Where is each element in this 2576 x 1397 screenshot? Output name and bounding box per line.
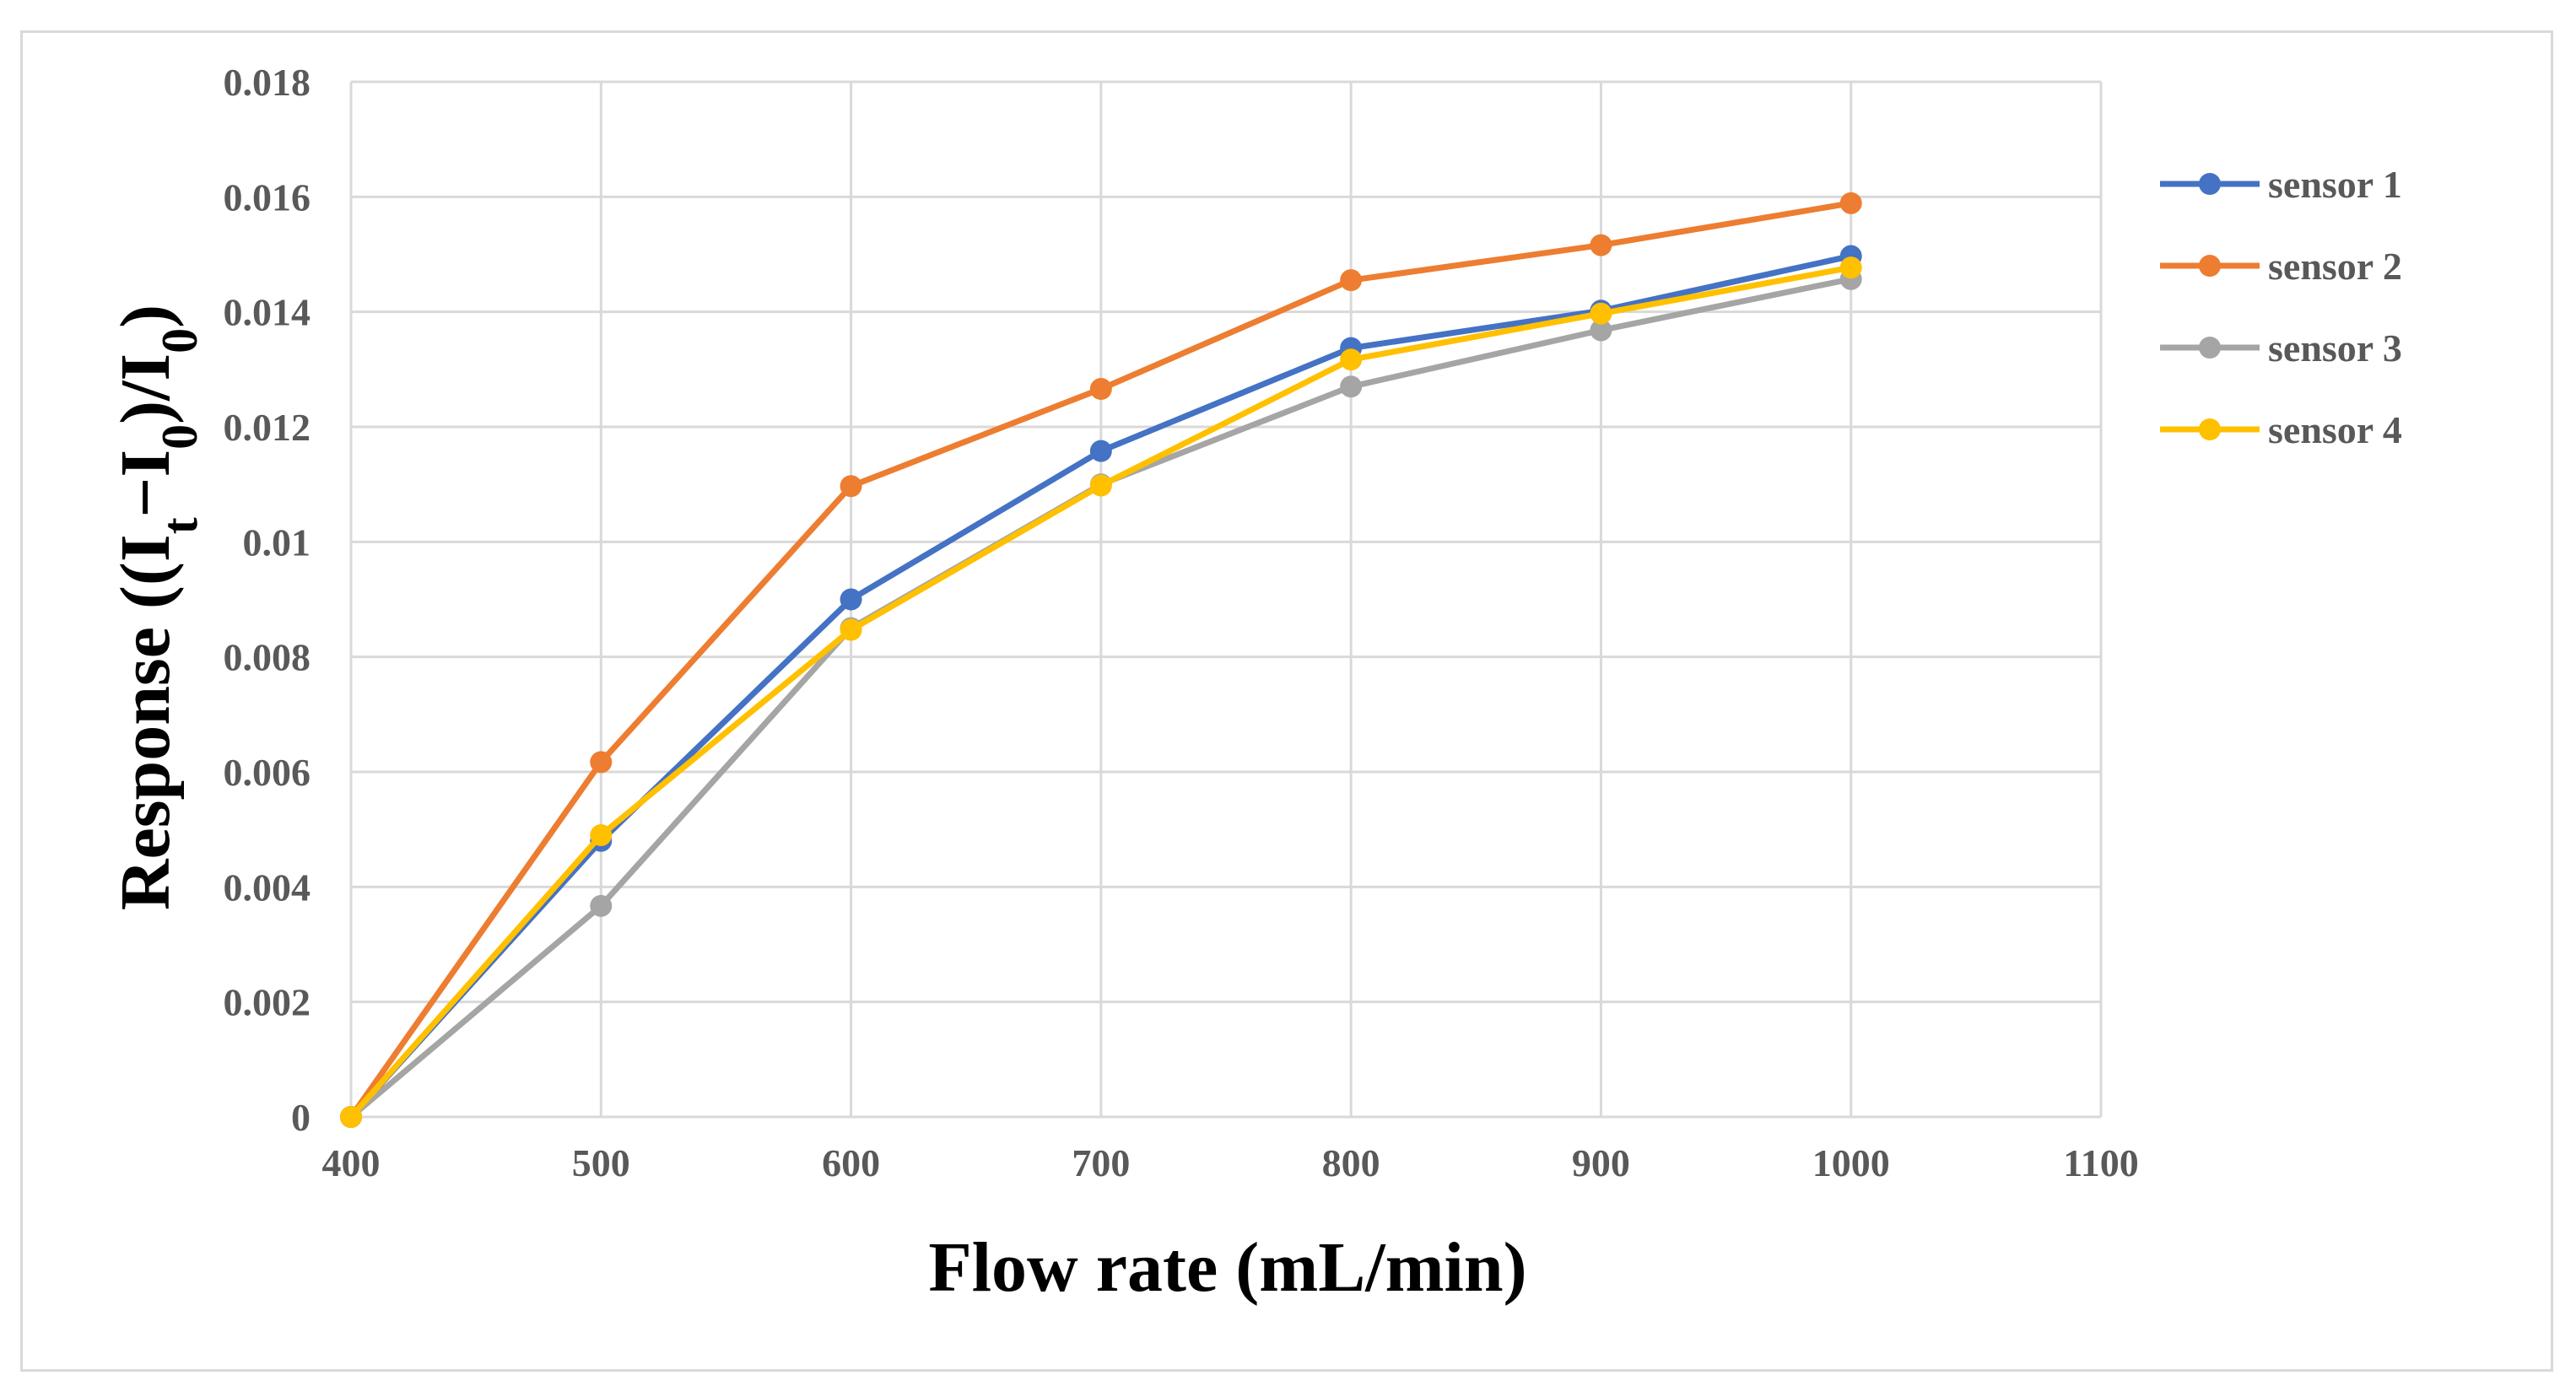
y-tick-label: 0.002 xyxy=(224,981,311,1024)
legend-marker xyxy=(2199,173,2221,195)
x-tick-label: 800 xyxy=(1322,1141,1380,1184)
grid-lines xyxy=(349,80,2103,1119)
y-tick-label: 0.014 xyxy=(224,291,311,334)
y-tick-label: 0 xyxy=(291,1096,311,1139)
data-point xyxy=(1340,348,1363,371)
data-point xyxy=(840,588,862,611)
legend: sensor 1 sensor 2 sensor 3 sensor 4 xyxy=(2160,163,2402,451)
data-point xyxy=(1839,256,1862,279)
legend-item-4: sensor 4 xyxy=(2160,408,2402,451)
y-tick-label: 0.018 xyxy=(224,61,311,104)
x-tick-label: 900 xyxy=(1572,1141,1630,1184)
x-tick-label: 1000 xyxy=(1812,1141,1890,1184)
legend-marker xyxy=(2199,255,2221,277)
y-tick-label: 0.012 xyxy=(224,406,311,449)
y-axis-title-sub-0b: 0 xyxy=(152,328,208,353)
x-axis-title: Flow rate (mL/min) xyxy=(928,1228,1526,1307)
y-axis-title-prefix: Response ((I xyxy=(106,534,185,910)
x-tick-labels: 400 500 600 700 800 900 1000 1100 xyxy=(322,1141,2139,1184)
y-axis-title-mid: −I xyxy=(106,450,185,518)
data-point xyxy=(1590,302,1612,325)
data-point xyxy=(590,894,613,917)
y-tick-label: 0.01 xyxy=(243,521,311,564)
chart-frame xyxy=(20,30,2553,1372)
y-tick-label: 0.004 xyxy=(224,866,311,909)
y-tick-label: 0.006 xyxy=(224,751,311,794)
legend-item-2: sensor 2 xyxy=(2160,245,2402,288)
legend-item-1: sensor 1 xyxy=(2160,163,2402,206)
legend-marker xyxy=(2199,337,2221,359)
data-point xyxy=(1089,440,1112,462)
series-4 xyxy=(340,256,1862,1128)
data-point xyxy=(1839,191,1862,214)
y-axis-title-mid2: )/I xyxy=(106,353,185,424)
data-point xyxy=(840,618,862,641)
data-point xyxy=(590,823,613,846)
data-point xyxy=(1089,474,1112,497)
y-tick-label: 0.016 xyxy=(224,175,311,218)
y-axis-title-sub-t: t xyxy=(152,517,208,534)
legend-label: sensor 1 xyxy=(2268,163,2402,206)
data-point xyxy=(1089,378,1112,401)
x-tick-label: 1100 xyxy=(2063,1141,2138,1184)
x-tick-label: 400 xyxy=(322,1141,381,1184)
legend-label: sensor 3 xyxy=(2268,326,2402,369)
x-tick-label: 500 xyxy=(572,1141,630,1184)
x-tick-label: 600 xyxy=(822,1141,880,1184)
legend-marker xyxy=(2199,418,2221,440)
y-axis-title: Response ((It−I0)/I0) xyxy=(106,305,208,910)
y-tick-label: 0.008 xyxy=(224,636,311,679)
data-point xyxy=(840,475,862,498)
legend-item-3: sensor 3 xyxy=(2160,326,2402,369)
y-axis-title-suffix: ) xyxy=(106,305,185,328)
data-point xyxy=(1590,234,1612,256)
y-tick-labels: 0 0.002 0.004 0.006 0.008 0.01 0.012 0.014 0.016… xyxy=(224,61,311,1139)
legend-label: sensor 2 xyxy=(2268,245,2402,288)
data-point xyxy=(340,1106,362,1128)
data-point xyxy=(1340,269,1363,292)
series-2 xyxy=(340,191,1862,1128)
data-point xyxy=(590,751,613,774)
data-point xyxy=(1340,375,1363,398)
series-group xyxy=(340,191,1862,1128)
legend-label: sensor 4 xyxy=(2268,408,2402,451)
data-point xyxy=(1590,319,1612,342)
y-axis-title-sub-0a: 0 xyxy=(152,424,208,450)
x-tick-label: 700 xyxy=(1072,1141,1130,1184)
